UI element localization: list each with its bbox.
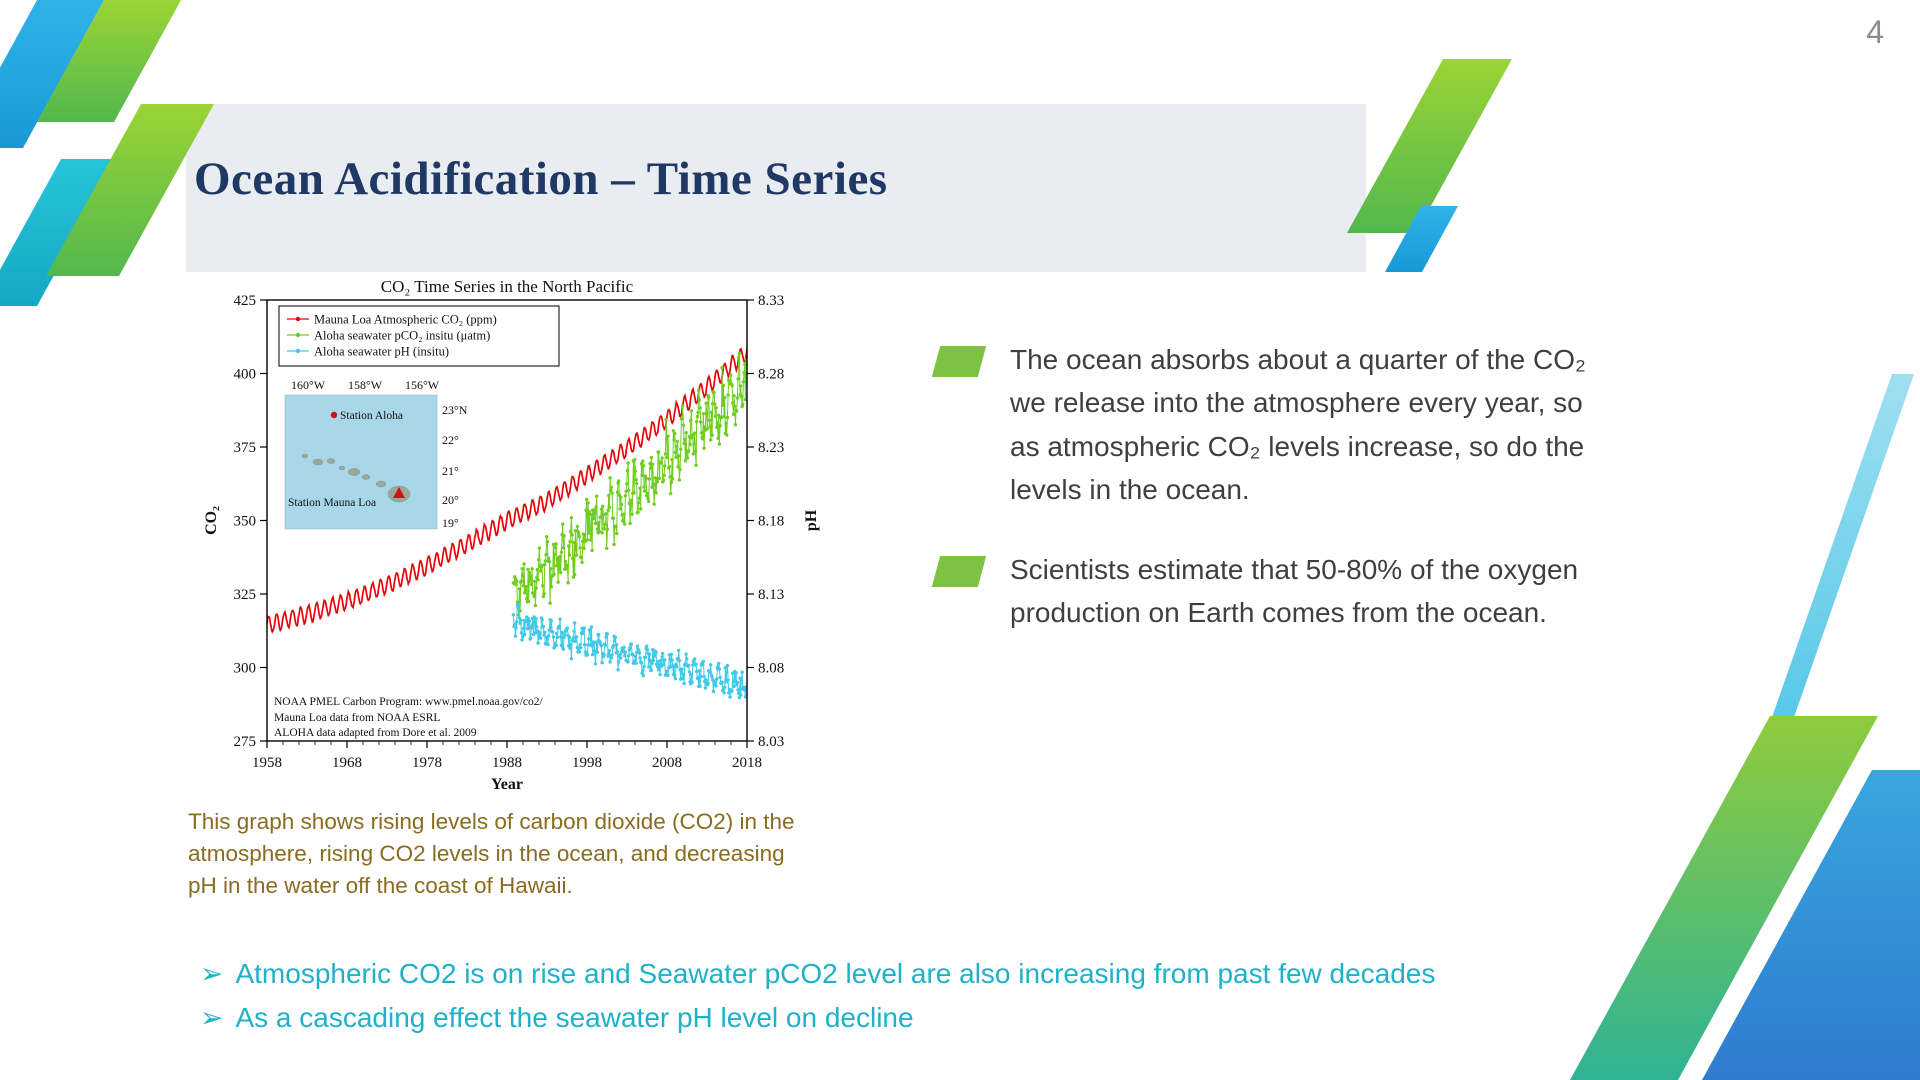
svg-text:Aloha seawater pCO₂ insitu (μa: Aloha seawater pCO₂ insitu (μatm): [314, 329, 490, 343]
svg-text:19°: 19°: [442, 516, 459, 530]
takeaway-text: Atmospheric CO2 is on rise and Seawater …: [235, 958, 1436, 989]
co2-time-series-chart: CO₂ Time Series in the North Pacific 275 3…: [203, 277, 820, 793]
svg-text:8.13: 8.13: [758, 587, 784, 603]
svg-text:300: 300: [234, 661, 257, 677]
svg-text:2008: 2008: [652, 755, 682, 771]
page-number: 4: [1866, 14, 1884, 50]
chart-source-line: NOAA PMEL Carbon Program: www.pmel.noaa.…: [274, 696, 544, 708]
svg-text:1988: 1988: [492, 755, 522, 771]
svg-text:1998: 1998: [572, 755, 602, 771]
square-bullet-icon: [931, 346, 987, 377]
svg-text:Station Aloha: Station Aloha: [340, 410, 403, 422]
svg-text:1958: 1958: [252, 755, 282, 771]
chart-title: CO₂ Time Series in the North Pacific: [381, 278, 634, 296]
inset-map: Station Aloha Station Mauna Loa 160°W 158°W…: [284, 378, 468, 530]
station-mauna-loa-marker: [393, 487, 405, 498]
chart-figure: CO₂ Time Series in the North Pacific 275 3…: [184, 277, 840, 798]
chart-legend: [278, 305, 560, 367]
bullet-item: The ocean absorbs about a quarter of the…: [931, 338, 1636, 512]
chart-source-line: Mauna Loa data from NOAA ESRL: [274, 712, 440, 724]
svg-text:160°W: 160°W: [291, 378, 326, 392]
svg-text:8.23: 8.23: [758, 440, 784, 456]
bullet-list: The ocean absorbs about a quarter of the…: [931, 338, 1636, 670]
svg-text:425: 425: [234, 293, 257, 309]
svg-text:8.03: 8.03: [758, 734, 784, 750]
station-aloha-marker: [330, 411, 338, 419]
series-1: [512, 353, 747, 616]
series-0: [267, 343, 747, 634]
takeaway-line: ➢ Atmospheric CO2 is on rise and Seawate…: [200, 952, 1435, 996]
svg-text:350: 350: [234, 514, 257, 530]
stripe-top-left-green: [37, 0, 181, 122]
svg-text:375: 375: [234, 440, 257, 456]
stripe-bottom-right-sliver: [1770, 374, 1914, 723]
stripe-header-right-blue: [1385, 206, 1458, 272]
svg-text:8.08: 8.08: [758, 661, 784, 677]
svg-text:156°W: 156°W: [405, 378, 440, 392]
svg-text:22°: 22°: [442, 433, 459, 447]
svg-text:Aloha seawater pH (insitu): Aloha seawater pH (insitu): [314, 345, 449, 359]
svg-text:325: 325: [234, 587, 257, 603]
chart-series: [267, 343, 747, 700]
svg-text:2018: 2018: [732, 755, 762, 771]
arrow-bullet-icon: ➢: [200, 958, 224, 989]
svg-text:Station Mauna Loa: Station Mauna Loa: [288, 497, 376, 509]
svg-text:400: 400: [234, 367, 257, 383]
slide-title: Ocean Acidification – Time Series: [194, 153, 888, 205]
left-axis-label: CO₂: [203, 506, 220, 535]
takeaway-line: ➢ As a cascading effect the seawater pH …: [200, 996, 1435, 1040]
svg-text:8.33: 8.33: [758, 293, 784, 309]
stripe-top-left-blue: [0, 0, 104, 148]
svg-text:1968: 1968: [332, 755, 362, 771]
stripe-header-right-green: [1347, 59, 1512, 233]
stripe-left-teal: [0, 159, 118, 306]
chart-caption: This graph shows rising levels of carbon…: [188, 809, 795, 898]
svg-text:8.28: 8.28: [758, 367, 784, 383]
stripe-bottom-right-blue: [1702, 770, 1920, 1080]
takeaway-list: ➢ Atmospheric CO2 is on rise and Seawate…: [200, 952, 1435, 1040]
svg-text:8.18: 8.18: [758, 514, 784, 530]
bullet-text: The ocean absorbs about a quarter of the…: [1010, 344, 1586, 506]
bullet-item: Scientists estimate that 50-80% of the o…: [931, 548, 1636, 635]
svg-text:Mauna Loa Atmospheric CO₂ (ppm: Mauna Loa Atmospheric CO₂ (ppm): [314, 313, 497, 327]
bullet-text: Scientists estimate that 50-80% of the o…: [1010, 553, 1579, 628]
right-axis-label: pH: [803, 509, 820, 531]
stripe-bottom-right-green: [1570, 716, 1878, 1080]
header-band: [186, 104, 1366, 272]
square-bullet-icon: [931, 555, 987, 587]
svg-text:21°: 21°: [442, 464, 459, 478]
svg-text:158°W: 158°W: [348, 378, 383, 392]
svg-text:23°N: 23°N: [442, 403, 468, 417]
arrow-bullet-icon: ➢: [200, 1002, 224, 1033]
takeaway-text: As a cascading effect the seawater pH le…: [235, 1002, 914, 1033]
x-axis-label: Year: [491, 776, 523, 793]
svg-text:1978: 1978: [412, 755, 442, 771]
svg-text:20°: 20°: [442, 493, 459, 507]
svg-text:275: 275: [234, 734, 257, 750]
chart-source-line: ALOHA data adapted from Dore et al. 2009: [274, 727, 477, 739]
